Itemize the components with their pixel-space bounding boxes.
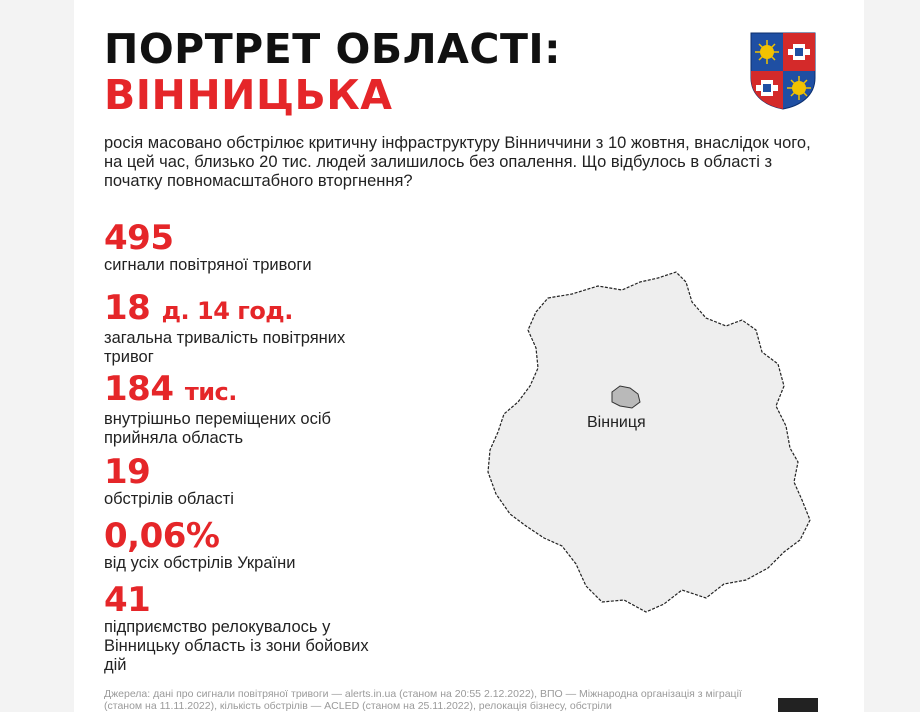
- stat-unit: д. 14 год.: [161, 297, 294, 325]
- coat-of-arms-icon: [750, 32, 816, 110]
- region-map: [487, 271, 811, 613]
- intro-text: росія масовано обстрілює критичну інфрас…: [104, 134, 811, 190]
- title-line-2: ВІННИЦЬКА: [104, 71, 393, 119]
- vinnytsia-oblast-shape: [487, 271, 811, 613]
- stat-number: 41: [104, 580, 151, 620]
- stat-idp: 184 тис. внутрішньо переміщених осіб при…: [104, 371, 394, 448]
- stat-number: 495: [104, 218, 174, 258]
- stat-label: загальна тривалість повітряних тривог: [104, 329, 346, 366]
- stat-number: 19: [104, 452, 151, 492]
- stat-number: 184: [104, 369, 174, 409]
- stat-alert-duration: 18 д. 14 год. загальна тривалість повітр…: [104, 290, 394, 367]
- city-label: Вінниця: [587, 414, 646, 431]
- stat-label: від усіх обстрілів України: [104, 554, 296, 572]
- stat-air-alerts: 495 сигнали повітряної тривоги: [104, 220, 404, 275]
- stat-share: 0,06% від усіх обстрілів України: [104, 518, 404, 573]
- vinnytsia-city-shape: [611, 385, 641, 409]
- stat-number: 18: [104, 288, 151, 328]
- left-margin: [0, 0, 74, 712]
- stat-label: обстрілів області: [104, 490, 234, 508]
- stat-shellings: 19 обстрілів області: [104, 454, 404, 509]
- title-line-1: ПОРТРЕТ ОБЛАСТІ:: [104, 25, 562, 73]
- page-title: ПОРТРЕТ ОБЛАСТІ: ВІННИЦЬКА: [104, 26, 561, 118]
- stat-label: сигнали повітряної тривоги: [104, 256, 312, 274]
- stat-relocated-business: 41 підприємство релокувалось у Вінницьку…: [104, 582, 374, 675]
- stat-label: підприємство релокувалось у Вінницьку об…: [104, 618, 369, 674]
- stat-label: внутрішньо переміщених осіб прийняла обл…: [104, 410, 331, 447]
- right-margin: [864, 0, 920, 712]
- stat-unit: тис.: [184, 378, 238, 406]
- corner-tab: [778, 698, 818, 712]
- stat-number: 0,06%: [104, 516, 220, 556]
- sources-footnote: Джерела: дані про сигнали повітряної три…: [104, 688, 742, 712]
